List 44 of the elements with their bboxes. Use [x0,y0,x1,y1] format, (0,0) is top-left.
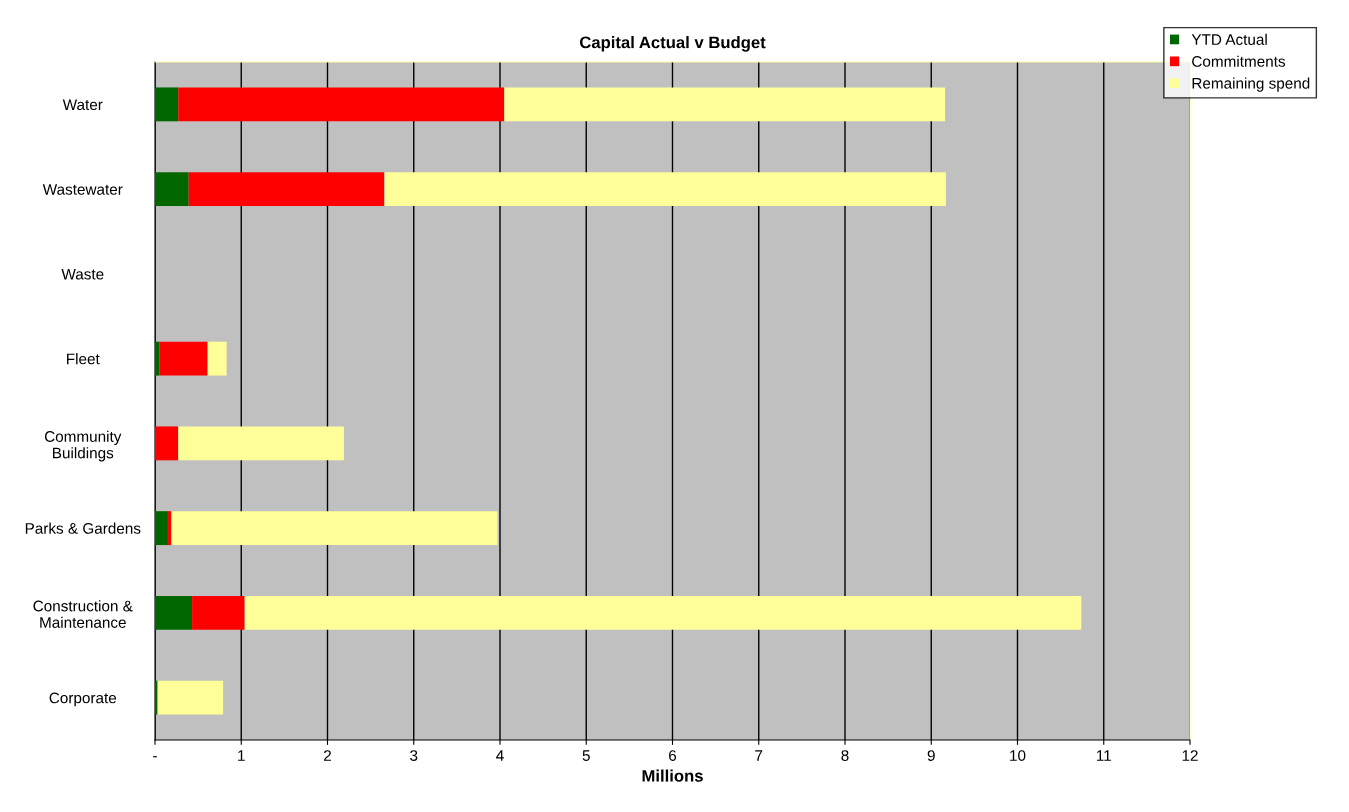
x-tick-label: 4 [496,750,504,761]
bar [155,87,179,122]
x-tick-label: 11 [1096,750,1111,761]
bar [244,595,1082,630]
y-tick-label: Waste [61,268,104,280]
bar [188,172,385,207]
bar [504,87,946,122]
y-tick-label: Community Buildings [44,430,122,462]
bar [155,680,158,715]
legend-label: Remaining spend [1192,77,1310,92]
y-tick-label: Parks & Gardens [25,522,141,534]
bar [384,172,946,207]
bar [155,426,179,461]
bar [178,87,505,122]
y-tick-label: Construction & Maintenance [33,600,133,628]
x-tick-label: 5 [582,750,590,761]
x-tick-label: 10 [1010,750,1026,761]
legend-label: YTD Actual [1191,33,1267,45]
bar [155,595,193,630]
x-tick-label: - [153,756,157,758]
bar [155,172,189,207]
bar [192,595,245,630]
bar [159,341,208,376]
bar [178,426,344,461]
x-tick-label: 9 [927,750,935,761]
bar [155,341,160,376]
x-tick-label: 2 [324,750,331,761]
bar [155,511,168,546]
x-tick-label: 8 [841,750,849,761]
x-tick-label: 3 [410,750,418,761]
y-tick-label: Wastewater [42,184,123,195]
bar [157,680,224,715]
y-tick-label: Water [62,99,103,111]
y-tick-label: Fleet [67,353,100,365]
x-tick-label: 6 [669,750,677,761]
x-tick-label: 7 [755,750,763,761]
y-tick-label: Corporate [49,692,117,707]
chart-title: Capital Actual v Budget [579,36,766,52]
legend-label: Commitments [1192,55,1286,67]
x-tick-label: 12 [1182,750,1198,761]
x-tick-label: 1 [238,750,245,761]
x-axis-title: Millions [642,769,703,782]
bar [171,511,498,546]
bar [207,341,227,376]
